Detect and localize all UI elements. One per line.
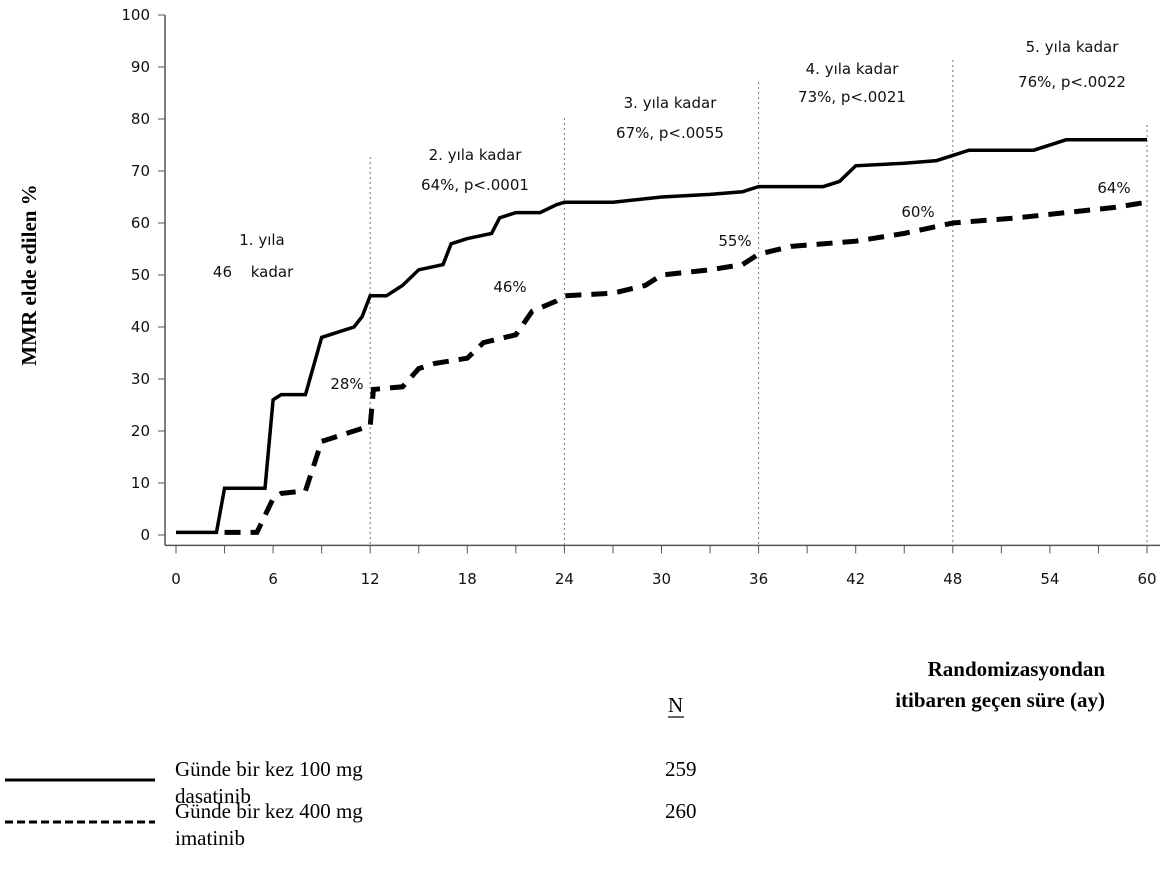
annotation: 3. yıla kadar: [624, 94, 718, 112]
y-tick-label: 50: [131, 266, 150, 284]
y-tick-label: 30: [131, 370, 150, 388]
y-tick-label: 70: [131, 162, 150, 180]
legend-header: N: [668, 693, 683, 717]
legend-label: dasatinib: [175, 784, 251, 808]
x-tick-label: 48: [943, 570, 962, 588]
y-tick-label: 20: [131, 422, 150, 440]
x-tick-label: 18: [458, 570, 477, 588]
x-tick-label: 24: [555, 570, 574, 588]
series-line: [224, 199, 1148, 535]
x-axis-label: Randomizasyondan: [928, 657, 1106, 681]
y-tick-label: 100: [121, 6, 150, 24]
annotation: 5. yıla kadar: [1026, 38, 1120, 56]
x-tick-label: 36: [749, 570, 768, 588]
y-tick-label: 10: [131, 474, 150, 492]
data-label: 28%: [330, 375, 363, 393]
x-axis-label: itibaren geçen süre (ay): [895, 688, 1105, 712]
y-tick-label: 90: [131, 58, 150, 76]
data-label: 60%: [901, 203, 934, 221]
annotation: 76%, p<.0022: [1018, 73, 1126, 91]
annotation: 4. yıla kadar: [806, 60, 900, 78]
y-tick-label: 0: [140, 526, 150, 544]
x-tick-label: 60: [1137, 570, 1156, 588]
annotation: 1. yıla: [239, 231, 284, 249]
x-tick-label: 42: [846, 570, 865, 588]
annotation: 2. yıla kadar: [429, 146, 523, 164]
legend-label: Günde bir kez 400 mg: [175, 799, 363, 823]
annotation: 67%, p<.0055: [616, 124, 724, 142]
data-label: 55%: [718, 232, 751, 250]
legend-label: imatinib: [175, 826, 245, 850]
y-tick-label: 40: [131, 318, 150, 336]
y-tick-label: 60: [131, 214, 150, 232]
y-tick-label: 80: [131, 110, 150, 128]
annotation: 46: [213, 263, 232, 281]
legend-n: 259: [665, 757, 697, 781]
y-axis-label: MMR elde edilen %: [17, 184, 41, 365]
x-tick-label: 0: [171, 570, 181, 588]
x-tick-label: 54: [1040, 570, 1059, 588]
x-tick-label: 12: [361, 570, 380, 588]
x-tick-label: 30: [652, 570, 671, 588]
annotation: kadar: [251, 263, 294, 281]
data-label: 64%: [1097, 179, 1130, 197]
annotation: 64%, p<.0001: [421, 176, 529, 194]
x-tick-label: 6: [268, 570, 278, 588]
series-line: [176, 138, 1147, 535]
annotation: 73%, p<.0021: [798, 88, 906, 106]
data-label: 46%: [493, 278, 526, 296]
legend-label: Günde bir kez 100 mg: [175, 757, 363, 781]
legend-n: 260: [665, 799, 697, 823]
